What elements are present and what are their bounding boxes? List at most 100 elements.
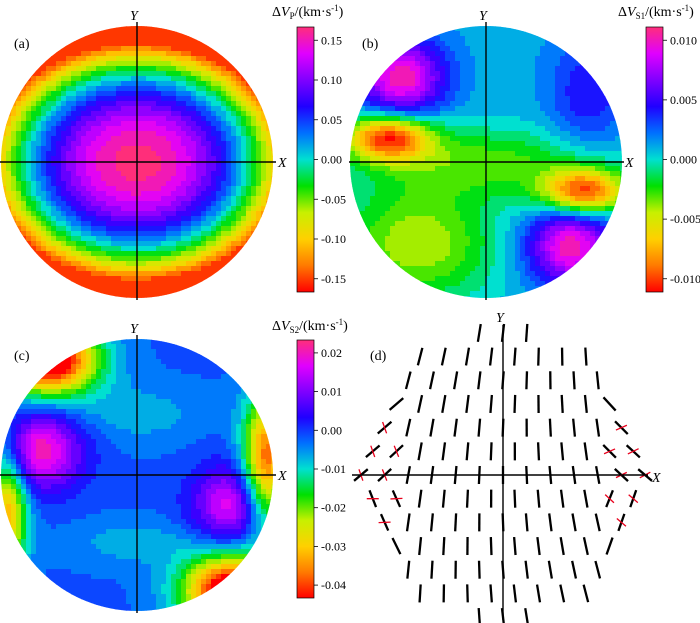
contour-cell xyxy=(176,221,182,227)
contour-cell xyxy=(31,156,37,162)
contour-cell xyxy=(11,106,17,112)
contour-cell xyxy=(246,121,252,127)
contour-cell xyxy=(430,136,436,142)
contour-cell xyxy=(171,281,177,287)
contour-cell xyxy=(465,71,471,77)
contour-cell xyxy=(425,231,431,237)
contour-cell xyxy=(161,126,167,132)
contour-cell xyxy=(425,191,431,197)
contour-cell xyxy=(206,76,212,82)
contour-cell xyxy=(580,181,586,187)
contour-cell xyxy=(580,176,586,182)
contour-cell xyxy=(585,201,591,207)
contour-cell xyxy=(151,211,157,217)
contour-cell xyxy=(246,231,252,237)
contour-cell xyxy=(101,106,107,112)
contour-cell xyxy=(420,216,426,222)
contour-cell xyxy=(515,221,521,227)
contour-cell xyxy=(151,231,157,237)
contour-cell xyxy=(36,251,42,257)
contour-cell xyxy=(520,191,526,197)
contour-cell xyxy=(51,211,57,217)
contour-cell xyxy=(76,126,82,132)
contour-cell xyxy=(181,166,187,172)
contour-cell xyxy=(495,201,501,207)
contour-cell xyxy=(385,226,391,232)
contour-cell xyxy=(161,101,167,107)
contour-cell xyxy=(405,171,411,177)
contour-cell xyxy=(495,51,501,57)
contour-cell xyxy=(31,191,37,197)
contour-cell xyxy=(86,131,92,137)
contour-cell xyxy=(575,231,581,237)
contour-cell xyxy=(585,116,591,122)
contour-cell xyxy=(61,201,67,207)
contour-cell xyxy=(116,51,122,57)
contour-cell xyxy=(445,216,451,222)
contour-cell xyxy=(61,171,67,177)
contour-cell xyxy=(550,236,556,242)
contour-cell xyxy=(136,101,142,107)
contour-cell xyxy=(106,211,112,217)
contour-cell xyxy=(91,166,97,172)
contour-cell xyxy=(515,141,521,147)
contour-cell xyxy=(26,131,32,137)
contour-cell xyxy=(480,286,486,292)
contour-cell xyxy=(390,66,396,72)
contour-cell xyxy=(455,86,461,92)
contour-cell xyxy=(520,201,526,207)
contour-cell xyxy=(455,161,461,167)
contour-cell xyxy=(455,241,461,247)
contour-cell xyxy=(186,161,192,167)
contour-cell xyxy=(490,71,496,77)
contour-cell xyxy=(485,266,491,272)
contour-cell xyxy=(480,291,486,297)
contour-cell xyxy=(26,236,32,242)
contour-cell xyxy=(400,86,406,92)
contour-cell xyxy=(440,141,446,147)
contour-cell xyxy=(615,196,621,202)
contour-cell xyxy=(560,216,566,222)
contour-cell xyxy=(460,231,466,237)
contour-cell xyxy=(11,111,17,117)
contour-cell xyxy=(176,76,182,82)
contour-cell xyxy=(86,281,92,287)
contour-cell xyxy=(440,91,446,97)
contour-cell xyxy=(56,96,62,102)
contour-cell xyxy=(360,101,366,107)
contour-cell xyxy=(540,236,546,242)
contour-cell xyxy=(390,151,396,157)
contour-cell xyxy=(510,291,516,297)
contour-cell xyxy=(236,186,242,192)
contour-cell xyxy=(191,96,197,102)
contour-cell xyxy=(156,276,162,282)
contour-cell xyxy=(176,271,182,277)
contour-cell xyxy=(96,236,102,242)
contour-cell xyxy=(56,221,62,227)
contour-cell xyxy=(56,106,62,112)
contour-cell xyxy=(540,151,546,157)
contour-cell xyxy=(66,131,72,137)
contour-cell xyxy=(206,236,212,242)
contour-cell xyxy=(1,181,7,187)
contour-cell xyxy=(450,136,456,142)
contour-cell xyxy=(146,161,152,167)
contour-cell xyxy=(435,241,441,247)
contour-cell xyxy=(430,71,436,77)
contour-cell xyxy=(600,191,606,197)
contour-cell xyxy=(620,151,622,157)
contour-cell xyxy=(31,231,37,237)
contour-cell xyxy=(450,26,456,32)
contour-cell xyxy=(96,291,102,297)
contour-cell xyxy=(51,221,57,227)
contour-cell xyxy=(450,161,456,167)
contour-cell xyxy=(475,111,481,117)
contour-cell xyxy=(605,186,611,192)
contour-cell xyxy=(395,101,401,107)
contour-cell xyxy=(111,181,117,187)
contour-cell xyxy=(176,281,182,287)
contour-cell xyxy=(380,251,386,257)
contour-cell xyxy=(36,216,42,222)
contour-cell xyxy=(96,136,102,142)
contour-cell xyxy=(221,166,227,172)
